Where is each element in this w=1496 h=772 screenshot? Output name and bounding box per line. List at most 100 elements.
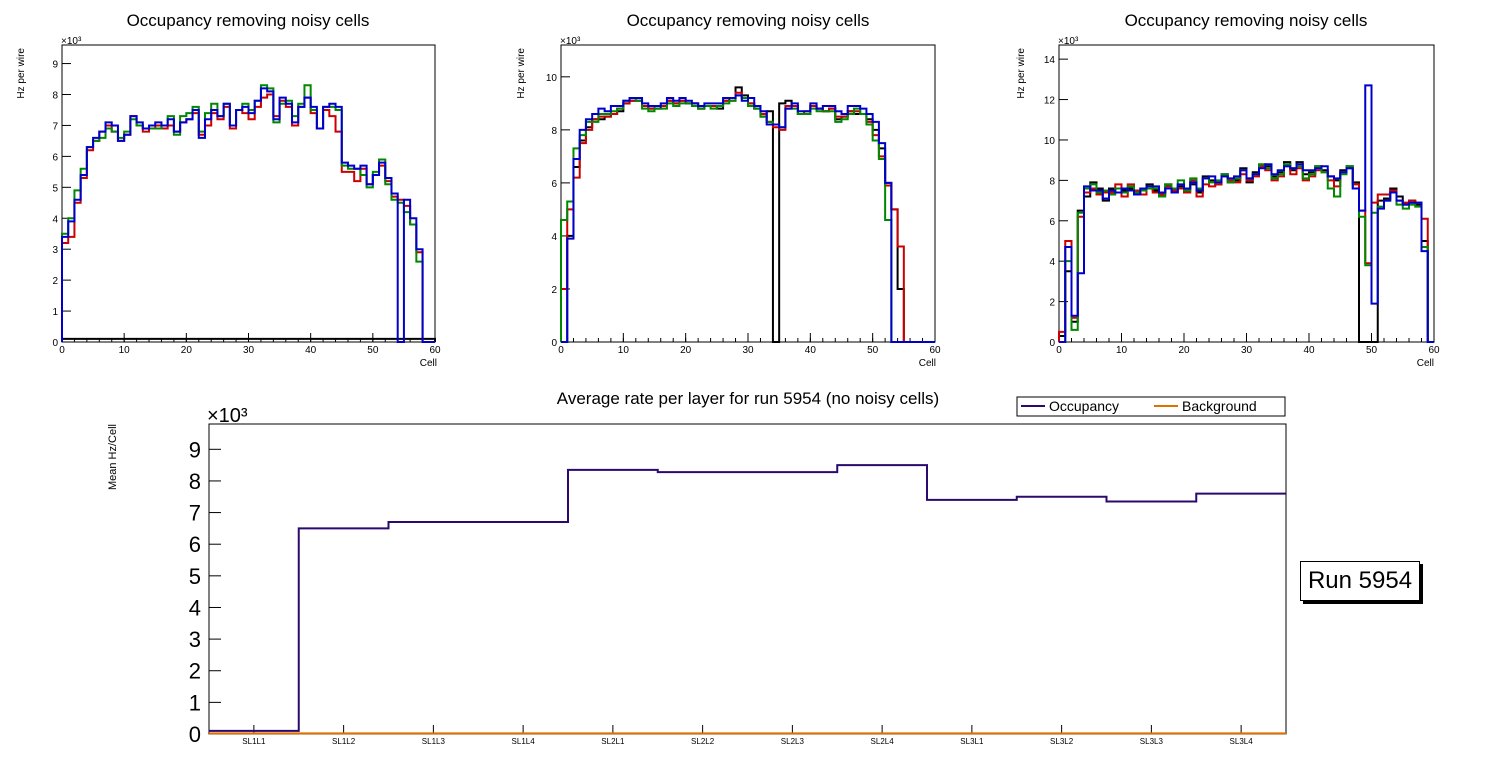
x-tick-label: 60 (429, 345, 441, 356)
y-tick-label: 6 (1049, 217, 1055, 228)
category-label: SL3L2 (1050, 737, 1074, 746)
y-tick-label: 5 (189, 564, 201, 589)
y-tick-label: 0 (52, 338, 58, 349)
category-label: SL1L3 (422, 737, 446, 746)
y-tick-label: 1 (189, 690, 201, 715)
y-tick-label: 4 (189, 595, 201, 620)
y-tick-label: 0 (1049, 338, 1055, 349)
y-tick-label: 10 (546, 73, 558, 84)
y-tick-label: 12 (1044, 96, 1056, 107)
plot-3-ylabel: Hz per wire (1016, 48, 1027, 99)
category-label: SL3L3 (1140, 737, 1164, 746)
series-blue-line (561, 94, 935, 343)
series-green-line (61, 84, 435, 343)
y-tick-label: 7 (52, 121, 58, 132)
x-tick-label: 0 (1056, 345, 1062, 356)
y-tick-label: 4 (52, 214, 58, 225)
x-tick-label: 20 (181, 345, 193, 356)
x-tick-label: 50 (367, 345, 379, 356)
run-label-box: Run 5954 (1300, 561, 1420, 601)
y-tick-label: 3 (52, 245, 58, 256)
plot-1-ylabel: Hz per wire (16, 48, 27, 99)
y-tick-label: 5 (52, 183, 58, 194)
plot-1: Occupancy removing noisy cells Hz per wi… (16, 11, 441, 369)
summary-legend: Occupancy Background (1016, 396, 1286, 417)
x-tick-label: 20 (1178, 345, 1190, 356)
x-tick-label: 50 (1366, 345, 1378, 356)
x-tick-label: 40 (805, 345, 817, 356)
category-label: SL1L2 (332, 737, 356, 746)
series-blue-line (1059, 84, 1434, 343)
y-tick-label: 4 (1049, 257, 1055, 268)
category-label: SL2L2 (691, 737, 715, 746)
y-tick-label: 2 (551, 285, 557, 296)
plot-2: Occupancy removing noisy cells Hz per wi… (516, 11, 941, 369)
x-tick-label: 40 (1303, 345, 1315, 356)
y-tick-label: 10 (1044, 136, 1056, 147)
y-tick-label: 7 (189, 501, 201, 526)
y-tick-label: 3 (189, 627, 201, 652)
y-tick-label: 9 (189, 437, 201, 462)
plot-3-title: Occupancy removing noisy cells (1125, 11, 1368, 30)
y-tick-label: 1 (52, 307, 58, 318)
category-label: SL3L4 (1230, 737, 1254, 746)
plot-2-xlabel: Cell (919, 358, 936, 369)
summary-frame (208, 423, 1287, 735)
plot-3: Occupancy removing noisy cells Hz per wi… (1016, 11, 1440, 369)
x-tick-label: 20 (680, 345, 692, 356)
plot-2-ylabel: Hz per wire (516, 48, 527, 99)
series-occupancy-line (209, 464, 1286, 732)
y-tick-label: 2 (1049, 298, 1055, 309)
x-tick-label: 10 (119, 345, 131, 356)
plot-1-exponent: ×10³ (61, 36, 82, 47)
category-label: SL1L1 (242, 737, 266, 746)
x-tick-label: 10 (1116, 345, 1128, 356)
x-tick-label: 0 (59, 345, 65, 356)
y-tick-label: 8 (189, 469, 201, 494)
x-tick-label: 10 (618, 345, 630, 356)
x-tick-label: 60 (1428, 345, 1440, 356)
y-tick-label: 0 (189, 722, 201, 747)
summary-exponent: ×10³ (207, 405, 248, 427)
y-tick-label: 8 (1049, 176, 1055, 187)
plot-1-title: Occupancy removing noisy cells (127, 11, 370, 30)
plot-3-xlabel: Cell (1417, 358, 1434, 369)
y-tick-label: 8 (551, 126, 557, 137)
summary-ylabel: Mean Hz/Cell (107, 424, 119, 490)
summary-plot: Average rate per layer for run 5954 (no … (107, 389, 1287, 747)
x-tick-label: 60 (929, 345, 941, 356)
x-tick-label: 0 (558, 345, 564, 356)
category-label: SL1L4 (512, 737, 536, 746)
plot-3-exponent: ×10³ (1058, 36, 1079, 47)
plot-2-exponent: ×10³ (560, 36, 581, 47)
plot-1-xlabel: Cell (420, 358, 437, 369)
run-label: Run 5954 (1307, 567, 1413, 594)
y-tick-label: 6 (551, 179, 557, 190)
y-tick-label: 9 (52, 60, 58, 71)
y-tick-label: 4 (551, 232, 557, 243)
plot-2-frame (560, 44, 936, 343)
plot-1-frame (61, 44, 436, 343)
x-tick-label: 30 (1241, 345, 1253, 356)
y-tick-label: 6 (52, 152, 58, 163)
category-label: SL2L3 (781, 737, 805, 746)
y-tick-label: 2 (52, 276, 58, 287)
y-tick-label: 8 (52, 91, 58, 102)
series-black-line (61, 337, 436, 342)
plot-2-title: Occupancy removing noisy cells (627, 11, 870, 30)
y-tick-label: 14 (1044, 55, 1056, 66)
category-label: SL3L1 (960, 737, 984, 746)
x-tick-label: 40 (305, 345, 317, 356)
x-tick-label: 30 (742, 345, 754, 356)
series-blue-line (61, 87, 435, 343)
legend-occupancy-label: Occupancy (1049, 398, 1119, 414)
category-label: SL2L4 (871, 737, 895, 746)
legend-box (1016, 396, 1286, 417)
y-tick-label: 2 (189, 659, 201, 684)
summary-title: Average rate per layer for run 5954 (no … (557, 389, 939, 408)
y-tick-label: 6 (189, 532, 201, 557)
x-tick-label: 50 (867, 345, 879, 356)
category-label: SL2L1 (601, 737, 625, 746)
y-tick-label: 0 (551, 338, 557, 349)
